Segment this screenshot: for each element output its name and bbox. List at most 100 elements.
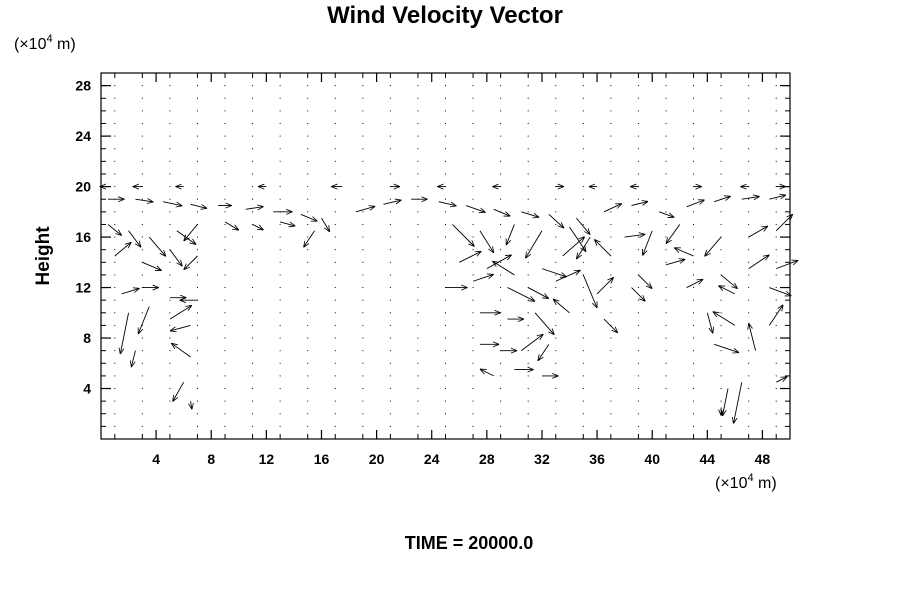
grid-dot [472,135,474,137]
grid-dot [334,110,336,112]
grid-dot [445,97,446,99]
grid-dot [720,299,722,301]
grid-dot [279,350,281,352]
grid-dot [610,211,612,213]
wind-vector [734,382,743,423]
grid-dot [555,211,557,213]
grid-dot [196,110,198,112]
grid-dot [775,160,777,162]
grid-dot [196,413,198,415]
grid-dot [417,287,419,289]
y-unit-label: (×104 m) [14,33,76,53]
grid-dot [252,388,254,390]
wind-vector [521,334,543,352]
grid-dot [637,160,639,162]
grid-dot [775,312,777,314]
grid-dot [224,362,226,364]
wind-vector [624,234,646,237]
grid-dot [169,400,171,402]
grid-dot [196,85,198,87]
grid-dot [114,274,116,276]
grid-dot [169,122,171,124]
grid-dot [665,274,667,276]
grid-dot [720,324,722,326]
grid-dot [307,375,309,377]
grid-dot [445,148,446,150]
grid-dot [637,85,639,87]
grid-dot [417,324,419,326]
grid-dot [637,173,639,175]
grid-dot [252,350,254,352]
grid-dot [637,337,639,339]
grid-dot [279,236,281,238]
grid-dot [748,97,750,99]
grid-dot [500,223,502,225]
grid-dot [224,324,226,326]
grid-dot [417,173,419,175]
grid-dot [665,324,667,326]
wind-vector [280,221,295,226]
grid-dot [720,388,722,390]
grid-dot [224,122,226,124]
grid-dot [500,388,502,390]
grid-dot [720,211,722,213]
y-tick-label: 20 [75,179,91,195]
grid-dot [169,135,171,137]
grid-dot [748,223,750,225]
grid-dot [748,122,750,124]
grid-dot [527,173,529,175]
wind-vector [631,287,646,302]
grid-dot [114,324,116,326]
grid-dot [224,110,226,112]
grid-dot [141,122,143,124]
grid-dot [693,160,695,162]
grid-dot [748,312,750,314]
grid-dot [224,400,226,402]
grid-dot [775,85,777,87]
grid-dot [252,337,254,339]
grid-dot [610,337,612,339]
grid-dot [169,388,171,390]
grid-dot [500,299,502,301]
grid-dot [279,223,281,225]
grid-dot [141,135,143,137]
grid-dot [500,85,502,87]
grid-dot [114,299,116,301]
grid-dot [196,337,198,339]
grid-dot [389,400,391,402]
grid-dot [445,388,446,390]
wind-vector [479,230,494,253]
wind-vector [576,236,591,259]
grid-dot [527,299,529,301]
grid-dot [196,160,198,162]
grid-dot [472,173,474,175]
grid-dot [334,425,336,427]
vector-field [99,187,799,424]
grid-dot [417,160,419,162]
grid-dot [417,299,419,301]
x-tick-label: 32 [534,451,550,467]
grid-dot [555,261,557,263]
grid-dot [582,261,584,263]
grid-dot [196,312,198,314]
grid-dot [334,350,336,352]
grid-dot [252,362,254,364]
grid-dot [196,236,198,238]
grid-dot [417,223,419,225]
wind-vector [525,230,543,259]
grid-dot [196,388,198,390]
grid-dot [307,350,309,352]
y-tick-label: 4 [83,381,91,397]
grid-dot [665,122,667,124]
wind-vector [748,255,770,269]
grid-dot [114,413,116,415]
grid-dot [665,186,667,188]
grid-dot [169,261,171,263]
grid-dot [500,249,502,251]
grid-dot [555,148,557,150]
grid-dot [224,135,226,137]
grid-dot [582,425,584,427]
grid-dot [555,425,557,427]
grid-dot [362,425,364,427]
wind-vector [486,255,512,270]
